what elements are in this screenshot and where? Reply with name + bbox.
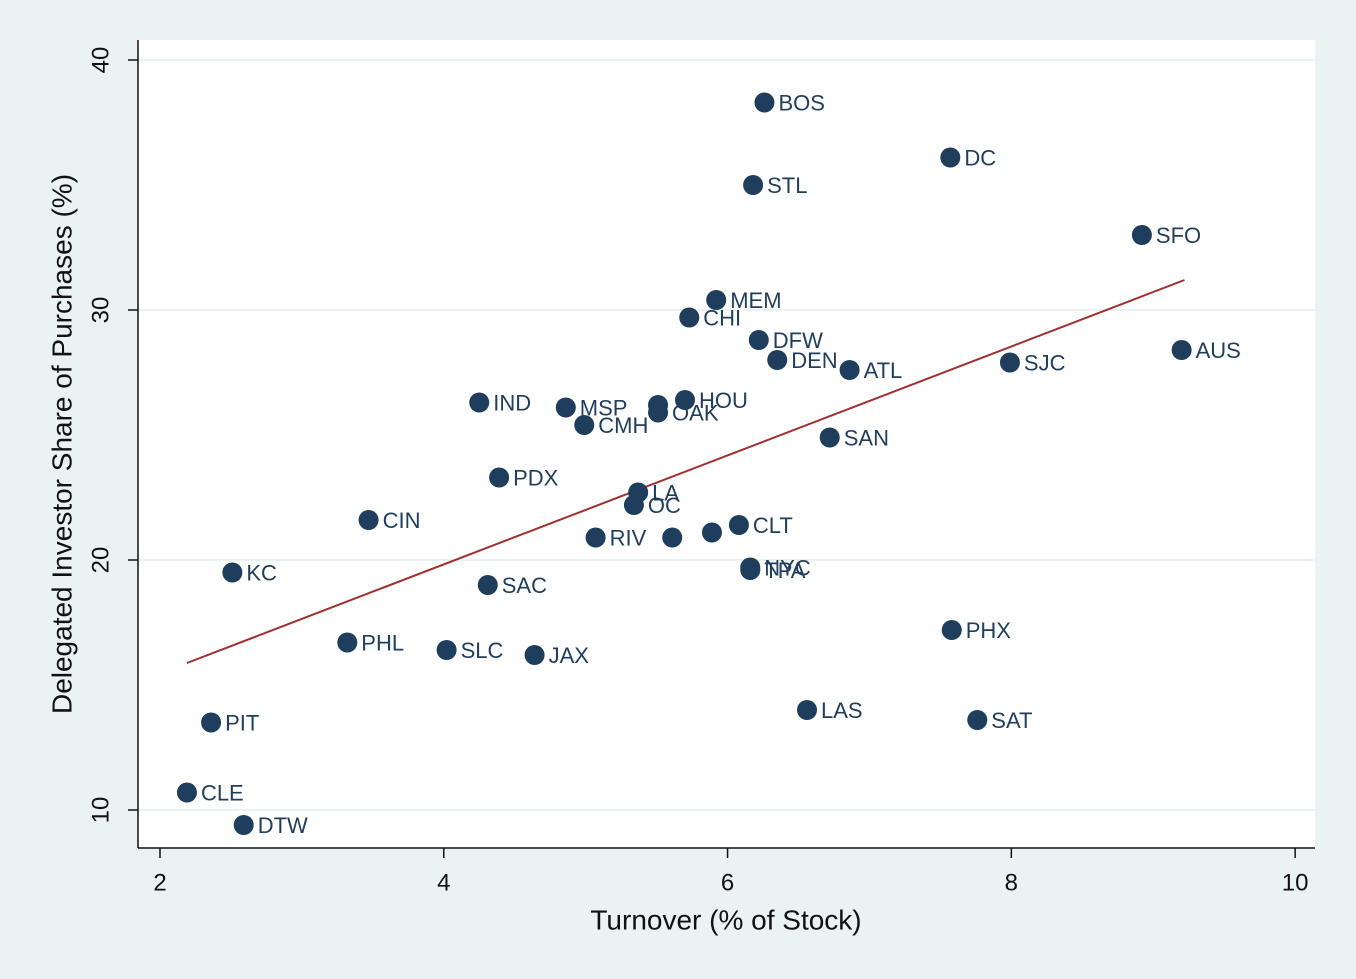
plot-area: [138, 40, 1315, 848]
point-label: PHL: [361, 630, 404, 655]
point: [574, 415, 595, 435]
y-tick-label: 30: [87, 297, 114, 324]
x-tick-label: 4: [437, 869, 450, 896]
point: [222, 562, 243, 583]
point: [585, 527, 606, 548]
point: [754, 92, 775, 113]
point-label: PHX: [966, 618, 1012, 643]
point: [436, 640, 457, 660]
y-tick-label: 20: [87, 547, 114, 574]
point: [679, 307, 700, 328]
point-label: CHI: [703, 305, 741, 330]
point: [999, 352, 1020, 373]
x-axis-label: Turnover (% of Stock): [590, 904, 861, 935]
fit-line: [186, 279, 1185, 664]
y-axis-label: Delegated Investor Share of Purchases (%…: [46, 174, 77, 714]
point-label: ATL: [864, 358, 903, 383]
x-tick-label: 10: [1282, 869, 1309, 896]
point-label: LAS: [821, 698, 863, 723]
point-label: SFO: [1156, 223, 1201, 248]
point: [469, 392, 490, 413]
point-label: DC: [964, 145, 996, 170]
point-label: STL: [767, 173, 807, 198]
point: [940, 147, 961, 168]
point: [623, 495, 644, 515]
point: [797, 700, 818, 720]
point-label: MEM: [730, 288, 781, 313]
point-label: PIT: [225, 710, 259, 735]
point-label: HOU: [699, 388, 748, 413]
point: [524, 645, 545, 665]
point: [555, 397, 576, 418]
point: [748, 330, 769, 350]
point: [767, 350, 788, 370]
point-label: IND: [493, 390, 531, 415]
point-label: PDX: [513, 465, 559, 490]
point: [1171, 340, 1192, 360]
point-label: DFW: [773, 328, 823, 353]
point: [839, 360, 860, 380]
point: [728, 515, 749, 535]
point-label: JAX: [549, 643, 590, 668]
point: [201, 712, 222, 733]
point: [701, 522, 722, 543]
point-label: SLC: [461, 638, 504, 663]
x-tick-label: 2: [153, 869, 166, 896]
point: [743, 175, 764, 195]
point-label: TPA: [764, 558, 805, 583]
point: [967, 710, 988, 730]
point-label: BOS: [778, 90, 824, 115]
point-label: OAK: [672, 400, 719, 425]
x-tick-label: 6: [721, 869, 734, 896]
point-label: RIV: [610, 525, 647, 550]
point: [706, 290, 727, 310]
point: [1131, 225, 1152, 245]
point: [674, 390, 695, 410]
point: [477, 575, 498, 595]
point-label: NYC: [764, 555, 811, 580]
point: [648, 402, 669, 423]
point-label: CLE: [201, 780, 244, 805]
point: [233, 815, 254, 835]
point: [489, 467, 510, 488]
point: [941, 620, 962, 640]
point-label: SJC: [1024, 350, 1066, 375]
point: [662, 527, 683, 548]
point-label: OC: [648, 493, 681, 518]
point-label: KC: [246, 560, 277, 585]
y-tick-label: 40: [87, 47, 114, 74]
point: [740, 560, 761, 580]
point-label: DEN: [791, 348, 837, 373]
point: [358, 510, 379, 530]
point: [819, 427, 840, 448]
point-label: SAT: [991, 708, 1032, 733]
point-label: CMH: [598, 413, 648, 438]
point-label: CIN: [383, 508, 421, 533]
point-label: DTW: [258, 813, 308, 838]
point-label: CLT: [753, 513, 793, 538]
point-label: SAN: [844, 425, 889, 450]
point-label: LA: [652, 480, 679, 505]
point-label: AUS: [1196, 338, 1241, 363]
point: [176, 782, 197, 803]
x-tick-label: 8: [1005, 869, 1018, 896]
point-label: SAC: [502, 573, 547, 598]
y-tick-label: 10: [87, 797, 114, 824]
point: [337, 632, 358, 653]
